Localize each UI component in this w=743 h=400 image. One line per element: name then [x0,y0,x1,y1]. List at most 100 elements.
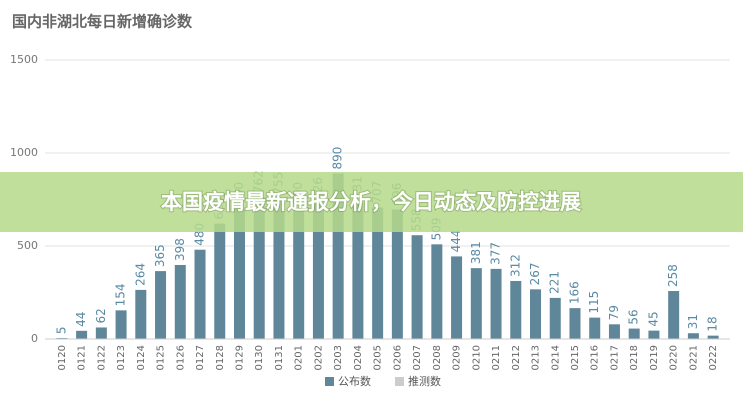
x-tick-label: 0128 [215,345,226,370]
x-tick-label: 0124 [136,345,147,370]
x-tick-label: 0208 [432,345,443,370]
value-label: 18 [706,316,720,331]
x-tick-label: 0130 [254,345,265,370]
x-tick-label: 0219 [649,345,660,370]
x-tick-label: 0211 [491,345,502,370]
y-tick-label: 500 [17,239,38,252]
x-tick-label: 0205 [373,345,384,370]
x-tick-label: 0125 [156,345,167,370]
bar [155,271,167,339]
x-tick-label: 0222 [708,345,719,370]
x-tick-label: 0201 [294,345,305,370]
x-tick-label: 0122 [96,345,107,370]
value-label: 166 [567,281,581,304]
bar [233,208,245,339]
bar [214,223,226,339]
value-label: 377 [489,242,503,265]
bar [648,330,660,339]
bar [687,333,699,339]
x-tick-label: 0207 [412,345,423,370]
value-label: 444 [449,230,463,253]
value-label: 267 [528,262,542,285]
bar [135,289,147,339]
x-tick-label: 0127 [195,345,206,370]
bar [115,310,127,339]
x-tick-label: 0120 [57,345,68,370]
bar [510,280,522,339]
legend-label: 公布数 [338,375,371,388]
value-label: 45 [646,311,660,326]
value-label: 264 [133,263,147,286]
value-label: 154 [114,283,128,306]
bar [391,209,403,339]
banner-text: 本国疫情最新通报分析，今日动态及防控进展 [161,190,581,214]
x-tick-label: 0123 [116,345,127,370]
bar [451,256,463,339]
legend-label: 推测数 [408,374,441,388]
bar [411,235,423,339]
x-tick-label: 0213 [531,345,542,370]
bar [668,291,680,339]
x-tick-label: 0217 [609,345,620,370]
x-tick-label: 0216 [590,345,601,370]
bar [431,244,443,339]
bar [628,328,640,339]
bar [332,173,344,339]
bar [490,268,502,339]
x-tick-label: 0203 [333,345,344,370]
value-label: 890 [331,147,345,170]
legend-swatch [325,377,334,386]
bar [589,317,601,339]
bar [174,264,186,339]
x-tick-label: 0218 [629,345,640,370]
x-tick-label: 0121 [77,345,88,370]
bar [372,207,384,339]
legend-swatch [395,377,404,386]
value-label: 381 [469,241,483,264]
x-tick-label: 0210 [471,345,482,370]
x-tick-label: 0126 [175,345,186,370]
value-label: 221 [548,271,562,294]
value-label: 258 [666,264,680,287]
x-tick-label: 0221 [688,345,699,370]
value-label: 79 [607,305,621,320]
x-tick-label: 0209 [452,345,463,370]
bar [253,197,265,339]
y-tick-label: 0 [31,332,38,345]
x-tick-label: 0220 [669,345,680,370]
x-tick-label: 0204 [353,345,364,370]
value-label: 312 [508,254,522,277]
bar [352,203,364,339]
bar [95,327,107,339]
x-tick-label: 0206 [392,345,403,370]
value-label: 5 [54,326,68,334]
banner-band [0,172,743,232]
bar [569,308,581,339]
x-tick-label: 0202 [313,345,324,370]
bar [549,297,561,339]
value-label: 115 [587,291,601,314]
value-label: 398 [173,238,187,261]
bar [273,198,285,339]
value-label: 31 [686,314,700,329]
bar [608,324,620,339]
value-label: 44 [74,312,88,327]
x-tick-label: 0215 [570,345,581,370]
value-label: 56 [627,309,641,324]
value-label: 62 [94,308,108,323]
y-tick-label: 1500 [10,53,38,66]
x-tick-label: 0212 [511,345,522,370]
y-tick-label: 1000 [10,146,38,159]
bar [76,330,88,339]
bar [194,249,206,339]
bar [530,289,542,339]
x-tick-label: 0129 [234,345,245,370]
bar [293,208,305,339]
bar [470,268,482,339]
plot-area: 0 500 1000 1500 0120 5 0121 44 0122 62 0123 154 0124… [10,53,730,388]
bar [707,335,719,339]
value-label: 365 [153,244,167,267]
chart-title: 国内非湖北每日新增确诊数 [12,13,193,31]
bar [312,203,324,339]
